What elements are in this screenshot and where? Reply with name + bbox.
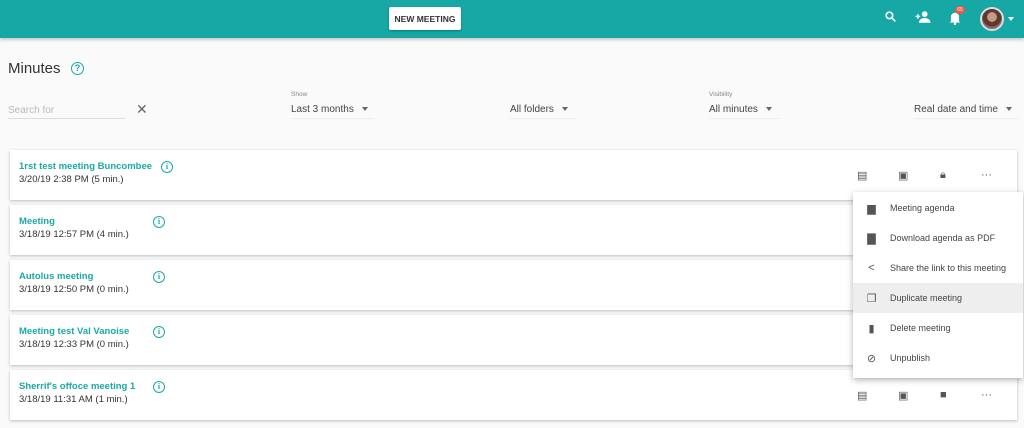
menu-item-label: Delete meeting	[890, 323, 951, 333]
search-input[interactable]	[8, 102, 125, 119]
agenda-icon[interactable]: ▤	[857, 170, 868, 182]
pdf-icon[interactable]: ▣	[898, 390, 909, 402]
meeting-date: 3/18/19 12:50 PM (0 min.)	[19, 284, 129, 295]
meeting-name[interactable]: Meeting test Val Vanoise	[19, 326, 130, 337]
menu-item-duplicate[interactable]: ❐ Duplicate meeting	[853, 283, 1023, 313]
meeting-name[interactable]: Autolus meeting	[19, 271, 94, 282]
trash-icon: ▮	[868, 322, 875, 335]
visibility-label: Visibility	[709, 91, 733, 98]
add-user-icon[interactable]	[915, 10, 931, 24]
meeting-date: 3/18/19 12:57 PM (4 min.)	[19, 229, 129, 240]
meeting-date: 3/18/19 11:31 AM (1 min.)	[19, 394, 128, 405]
visibility-select[interactable]: All minutes	[709, 104, 780, 119]
meeting-date: 3/20/19 2:38 PM (5 min.)	[19, 174, 124, 185]
meeting-date: 3/18/19 12:33 PM (0 min.)	[19, 339, 129, 350]
date-mode-select[interactable]: Real date and time	[914, 104, 1018, 119]
menu-item-delete[interactable]: ▮ Delete meeting	[853, 313, 1023, 343]
lock-icon[interactable]: 🔒︎	[940, 169, 946, 181]
bell-icon[interactable]	[949, 11, 961, 25]
menu-item-label: Meeting agenda	[890, 203, 955, 213]
folders-value: All folders	[510, 104, 554, 115]
meeting-name[interactable]: 1rst test meeting Buncombee	[19, 161, 153, 172]
notification-badge: 65	[955, 6, 965, 14]
show-label: Show	[291, 91, 308, 98]
menu-item-label: Share the link to this meeting	[890, 263, 1007, 273]
menu-item-download-pdf[interactable]: ▇ Download agenda as PDF	[853, 223, 1023, 253]
chevron-down-icon	[765, 107, 772, 112]
menu-item-unpublish[interactable]: ⊘ Unpublish	[853, 343, 1023, 373]
chevron-down-icon	[361, 107, 368, 112]
meeting-row[interactable]: Sherrif's offoce meeting 1 i 3/18/19 11:…	[10, 370, 1017, 420]
meeting-row[interactable]: Meeting i 3/18/19 12:57 PM (4 min.)	[10, 205, 1017, 255]
avatar[interactable]	[980, 7, 1004, 31]
meeting-row[interactable]: Autolus meeting i 3/18/19 12:50 PM (0 mi…	[10, 260, 1017, 310]
page-title: Minutes	[8, 60, 61, 77]
search-icon[interactable]	[884, 10, 897, 23]
menu-item-label: Download agenda as PDF	[890, 233, 996, 243]
info-icon[interactable]: i	[153, 271, 165, 283]
info-icon[interactable]: i	[161, 161, 173, 173]
menu-item-meeting-agenda[interactable]: ▆ Meeting agenda	[853, 193, 1023, 223]
info-icon[interactable]: i	[153, 381, 165, 393]
context-menu: ▆ Meeting agenda ▇ Download agenda as PDF …	[853, 192, 1023, 378]
more-icon[interactable]: ···	[981, 389, 992, 401]
menu-item-share-link[interactable]: < Share the link to this meeting	[853, 253, 1023, 283]
pdf-icon[interactable]: ▣	[898, 170, 909, 182]
help-icon[interactable]: ?	[71, 62, 84, 75]
meeting-row[interactable]: 1rst test meeting Buncombee i 3/20/19 2:…	[10, 150, 1017, 200]
copy-icon: ❐	[866, 292, 877, 305]
chevron-down-icon	[1005, 107, 1012, 112]
agenda-icon[interactable]: ▤	[857, 390, 868, 402]
document-icon: ▆	[867, 202, 876, 215]
folders-select[interactable]: All folders	[510, 104, 576, 119]
new-meeting-button[interactable]: NEW MEETING	[389, 7, 461, 30]
avatar-dropdown-icon[interactable]	[1008, 17, 1014, 21]
pdf-icon: ▇	[867, 232, 876, 245]
top-bar: NEW MEETING 65	[0, 0, 1024, 38]
info-icon[interactable]: i	[153, 216, 165, 228]
info-icon[interactable]: i	[153, 326, 165, 338]
menu-item-label: Unpublish	[890, 353, 931, 363]
show-select[interactable]: Last 3 months	[291, 104, 374, 119]
show-value: Last 3 months	[291, 104, 354, 115]
chevron-down-icon	[561, 107, 568, 112]
menu-item-label: Duplicate meeting	[890, 293, 963, 303]
unpublish-icon: ⊘	[866, 352, 877, 365]
locked-briefcase-icon[interactable]: ■	[940, 389, 947, 401]
clear-search-icon[interactable]: ✕	[136, 101, 148, 117]
meeting-row[interactable]: Meeting test Val Vanoise i 3/18/19 12:33…	[10, 315, 1017, 365]
visibility-value: All minutes	[709, 104, 758, 115]
meeting-name[interactable]: Sherrif's offoce meeting 1	[19, 381, 136, 392]
share-icon: <	[868, 262, 875, 274]
date-mode-value: Real date and time	[914, 104, 998, 115]
meeting-name[interactable]: Meeting	[19, 216, 55, 227]
more-icon[interactable]: ···	[981, 169, 992, 181]
